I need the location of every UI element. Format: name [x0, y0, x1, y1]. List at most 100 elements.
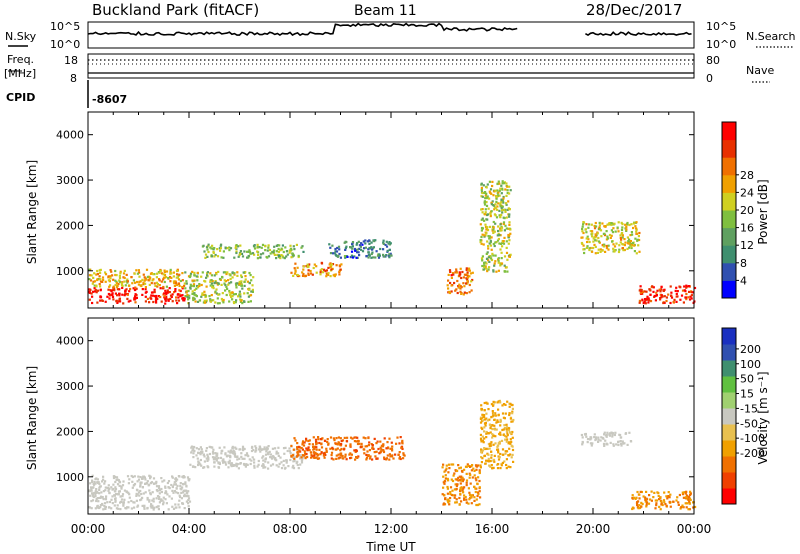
heatmap-cell — [98, 488, 101, 491]
heatmap-cell — [654, 499, 657, 502]
heatmap-cell — [484, 197, 487, 200]
heatmap-cell — [645, 501, 649, 504]
heatmap-cell — [223, 446, 226, 449]
heatmap-cell — [486, 229, 490, 232]
colorbar-band — [722, 262, 736, 281]
nsearch-tick-top: 10^5 — [706, 20, 736, 33]
heatmap-cell — [178, 284, 181, 287]
heatmap-cell — [288, 447, 291, 450]
heatmap-cell — [145, 482, 148, 485]
heatmap-cell — [89, 279, 93, 282]
heatmap-cell — [589, 436, 592, 439]
heatmap-cell — [465, 267, 468, 270]
heatmap-cell — [120, 485, 123, 488]
heatmap-cell — [620, 228, 624, 231]
heatmap-cell — [470, 469, 473, 472]
heatmap-cell — [463, 497, 466, 500]
heatmap-cell — [128, 290, 131, 293]
heatmap-cell — [239, 448, 242, 451]
heatmap-cell — [485, 186, 488, 189]
heatmap-cell — [497, 194, 500, 197]
heatmap-cell — [183, 284, 186, 287]
heatmap-cell — [174, 478, 177, 481]
heatmap-cell — [642, 302, 645, 305]
heatmap-cell — [679, 507, 682, 510]
heatmap-cell — [117, 507, 120, 510]
heatmap-cell — [331, 446, 334, 449]
heatmap-cell — [597, 248, 600, 251]
heatmap-cell — [306, 263, 309, 266]
heatmap-cell — [208, 445, 211, 448]
heatmap-cell — [504, 188, 507, 191]
heatmap-cell — [311, 443, 314, 446]
heatmap-cell — [224, 246, 227, 249]
heatmap-cell — [177, 503, 180, 506]
heatmap-cell — [298, 449, 301, 452]
heatmap-cell — [480, 242, 483, 245]
heatmap-cell — [382, 239, 385, 242]
heatmap-cell — [159, 295, 162, 299]
heatmap-cell — [321, 437, 324, 440]
heatmap-cell — [603, 243, 606, 246]
heatmap-cell — [185, 495, 188, 498]
heatmap-cell — [623, 244, 626, 247]
heatmap-cell — [497, 451, 500, 454]
heatmap-cell — [484, 265, 487, 268]
heatmap-cell — [346, 255, 349, 258]
heatmap-cell — [468, 498, 471, 501]
heatmap-cell — [388, 256, 391, 259]
heatmap-cell — [231, 272, 234, 275]
heatmap-cell — [195, 275, 198, 278]
heatmap-cell — [171, 476, 174, 479]
heatmap-cell — [458, 496, 461, 500]
heatmap-cell — [597, 240, 601, 243]
heatmap-cell — [505, 435, 508, 438]
heatmap-cell — [496, 205, 499, 208]
heatmap-cell — [102, 490, 105, 493]
date-label: 28/Dec/2017 — [586, 1, 682, 19]
heatmap-cell — [152, 497, 155, 500]
heatmap-cell — [168, 495, 171, 498]
heatmap-cell — [102, 475, 105, 478]
y-tick-label: 2000 — [56, 425, 84, 438]
heatmap-cell — [506, 270, 509, 273]
heatmap-cell — [149, 482, 152, 485]
heatmap-cell — [116, 288, 119, 291]
heatmap-cell — [214, 452, 217, 455]
heatmap-cell — [387, 242, 390, 245]
heatmap-cell — [497, 269, 500, 272]
heatmap-cell — [683, 491, 686, 494]
heatmap-cell — [297, 467, 300, 470]
heatmap-cell — [511, 412, 514, 415]
heatmap-cell — [146, 275, 149, 278]
heatmap-cell — [88, 298, 91, 301]
heatmap-cell — [486, 251, 489, 254]
heatmap-cell — [99, 285, 102, 288]
heatmap-cell — [637, 235, 640, 238]
heatmap-cell — [638, 504, 641, 507]
x-axis-label: Time UT — [365, 540, 416, 554]
heatmap-cell — [303, 450, 306, 453]
heatmap-cell — [509, 466, 512, 469]
heatmap-cell — [212, 299, 215, 302]
heatmap-cell — [611, 433, 614, 436]
heatmap-cell — [323, 268, 326, 271]
heatmap-cell — [606, 235, 609, 238]
heatmap-cell — [161, 272, 164, 275]
heatmap-cell — [211, 244, 214, 247]
heatmap-cell — [635, 221, 638, 224]
heatmap-cell — [104, 273, 108, 276]
heatmap-cell — [599, 248, 602, 251]
heatmap-cell — [355, 440, 358, 443]
heatmap-cell — [111, 495, 114, 498]
heatmap-cell — [231, 291, 234, 294]
heatmap-cell — [625, 228, 628, 231]
heatmap-cell — [458, 479, 461, 482]
heatmap-cell — [374, 455, 377, 458]
heatmap-cell — [592, 240, 595, 243]
heatmap-cell — [486, 270, 489, 273]
heatmap-cell — [189, 463, 192, 466]
heatmap-cell — [478, 486, 481, 489]
heatmap-cell — [244, 464, 247, 467]
heatmap-cell — [631, 494, 634, 497]
